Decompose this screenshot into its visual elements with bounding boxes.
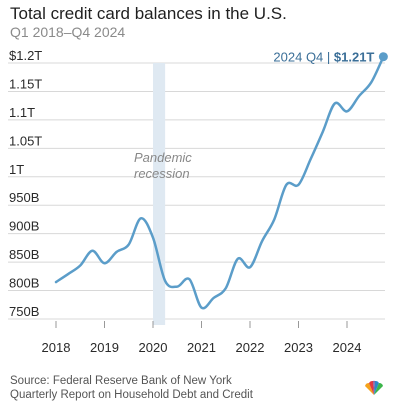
chart-title: Total credit card balances in the U.S. bbox=[10, 4, 287, 23]
y-tick-label: 800B bbox=[9, 276, 39, 291]
x-tick-label: 2020 bbox=[139, 340, 168, 355]
series-line bbox=[54, 55, 385, 310]
pandemic-annotation-line-2: recession bbox=[134, 166, 190, 181]
source-line-1: Source: Federal Reserve Bank of New York bbox=[10, 375, 232, 387]
x-tick-label: 2023 bbox=[284, 340, 313, 355]
y-tick-label: 1T bbox=[9, 162, 24, 177]
end-value-label: 2024 Q4 | $1.21T bbox=[273, 50, 374, 65]
end-label-period: 2024 Q4 | bbox=[273, 50, 333, 65]
end-label-value: $1.21T bbox=[334, 50, 375, 65]
y-tick-label: 850B bbox=[9, 247, 39, 262]
x-tick-label: 2019 bbox=[90, 340, 119, 355]
nbc-peacock-icon bbox=[365, 380, 383, 395]
x-tick-label: 2018 bbox=[42, 340, 71, 355]
x-tick-label: 2022 bbox=[236, 340, 265, 355]
end-point-marker bbox=[378, 52, 388, 62]
source-note: Source: Federal Reserve Bank of New York… bbox=[10, 374, 253, 402]
pandemic-annotation-line-1: Pandemic bbox=[134, 150, 192, 165]
pandemic-shade bbox=[153, 63, 166, 325]
y-tick-label: 1.15T bbox=[9, 76, 42, 91]
y-tick-label: 1.05T bbox=[9, 133, 42, 148]
chart-subtitle: Q1 2018–Q4 2024 bbox=[10, 24, 126, 40]
source-line-2: Quarterly Report on Household Debt and C… bbox=[10, 389, 253, 401]
y-tick-label: $1.2T bbox=[9, 48, 42, 63]
x-tick-label: 2021 bbox=[187, 340, 216, 355]
y-tick-label: 750B bbox=[9, 304, 39, 319]
y-tick-label: 950B bbox=[9, 190, 39, 205]
x-tick-label: 2024 bbox=[333, 340, 362, 355]
y-tick-label: 1.1T bbox=[9, 105, 35, 120]
y-tick-label: 900B bbox=[9, 219, 39, 234]
